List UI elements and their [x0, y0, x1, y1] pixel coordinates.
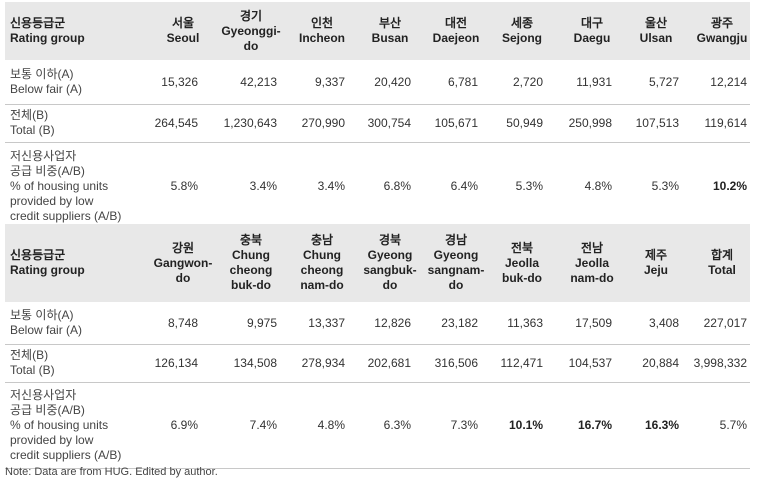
- table-cell: 5.8%: [170, 178, 198, 193]
- header-region: 충남 Chung cheong nam-do: [300, 233, 344, 292]
- table-cell: 264,545: [154, 115, 198, 130]
- header-region: 경기 Gyeonggi- do: [221, 8, 281, 53]
- table-cell: 5,727: [648, 74, 679, 89]
- table-row: 전체(B) Total (B) 126,134 134,508 278,934 202,…: [5, 344, 750, 383]
- table-cell: 6.9%: [170, 417, 198, 432]
- header-region: 전남 Jeolla nam-do: [570, 240, 614, 285]
- table-cell: 105,671: [434, 115, 478, 130]
- table-cell: 16.7%: [577, 417, 612, 432]
- table-cell: 10.1%: [508, 417, 543, 432]
- header-rating-group: 신용등급군 Rating group: [10, 16, 85, 45]
- header-region: 광주 Gwangju: [696, 16, 748, 45]
- header-region: 울산 Ulsan: [639, 16, 673, 45]
- table-row: 저신용사업자 공급 비중(A/B) % of housing units pro…: [5, 382, 750, 469]
- header-region: 세종 Sejong: [501, 16, 542, 45]
- table-note: Note: Data are from HUG. Edited by autho…: [5, 466, 218, 478]
- table-cell: 42,213: [240, 74, 277, 89]
- table-cell: 6.4%: [450, 178, 478, 193]
- table-header-row: 신용등급군 Rating group 강원 Gangwon- do 충북 Chung…: [5, 224, 750, 302]
- table-cell: 6.8%: [383, 178, 411, 193]
- table-cell: 13,337: [308, 315, 345, 330]
- table-cell: 11,931: [576, 74, 612, 89]
- table-cell: 4.8%: [317, 417, 345, 432]
- table-cell: 23,182: [441, 315, 478, 330]
- table-cell: 10.2%: [712, 178, 747, 193]
- table-row: 보통 이하(A) Below fair (A) 15,326 42,213 9,337…: [5, 60, 750, 105]
- table-header-row: 신용등급군 Rating group 서울 Seoul 경기 Gyeonggi- d…: [5, 2, 750, 60]
- table-cell: 16.3%: [644, 417, 679, 432]
- row-label: 전체(B) Total (B): [10, 348, 55, 377]
- table-cell: 12,214: [710, 74, 747, 89]
- header-region: 대구 Daegu: [573, 16, 611, 45]
- table-cell: 2,720: [512, 74, 543, 89]
- table-cell: 8,748: [167, 315, 198, 330]
- header-region: 강원 Gangwon- do: [153, 240, 213, 285]
- header-region: 전북 Jeolla buk-do: [502, 240, 542, 285]
- table-cell: 7.4%: [249, 417, 277, 432]
- table-cell: 250,998: [568, 115, 612, 130]
- table-cell: 20,884: [642, 355, 679, 370]
- table-cell: 104,537: [568, 355, 612, 370]
- row-label: 보통 이하(A) Below fair (A): [10, 308, 83, 337]
- header-region: 서울 Seoul: [166, 16, 200, 45]
- table-cell: 3,408: [648, 315, 679, 330]
- table-cell: 11,363: [507, 315, 543, 330]
- table-cell: 20,420: [374, 74, 411, 89]
- header-region: 대전 Daejeon: [432, 16, 480, 45]
- table-cell: 278,934: [301, 355, 345, 370]
- table-cell: 134,508: [233, 355, 277, 370]
- table-cell: 316,506: [434, 355, 478, 370]
- table-row: 전체(B) Total (B) 264,545 1,230,643 270,990 30…: [5, 104, 750, 143]
- table-cell: 17,509: [575, 315, 612, 330]
- table-cell: 227,017: [703, 315, 747, 330]
- table-cell: 3.4%: [317, 178, 345, 193]
- table-cell: 5.3%: [651, 178, 679, 193]
- table-cell: 6,781: [447, 74, 478, 89]
- row-label: 저신용사업자 공급 비중(A/B) % of housing units pro…: [10, 387, 122, 462]
- table-cell: 3,998,332: [693, 355, 747, 370]
- row-label: 보통 이하(A) Below fair (A): [10, 67, 83, 96]
- table-cell: 7.3%: [450, 417, 478, 432]
- table-row: 보통 이하(A) Below fair (A) 8,748 9,975 13,337 1…: [5, 302, 750, 345]
- table-cell: 300,754: [367, 115, 411, 130]
- table-cell: 202,681: [367, 355, 411, 370]
- table-cell: 4.8%: [584, 178, 612, 193]
- table-cell: 126,134: [154, 355, 198, 370]
- table-row: 저신용사업자 공급 비중(A/B) % of housing units pro…: [5, 142, 750, 231]
- header-region: 합계 Total: [708, 248, 736, 277]
- header-region: 제주 Jeju: [643, 248, 668, 277]
- table-cell: 270,990: [301, 115, 345, 130]
- table-cell: 50,949: [506, 115, 543, 130]
- table-cell: 12,826: [374, 315, 411, 330]
- table-cell: 107,513: [635, 115, 679, 130]
- table-cell: 119,614: [704, 115, 748, 130]
- header-region: 부산 Busan: [371, 16, 409, 45]
- table-cell: 9,975: [246, 315, 277, 330]
- row-label: 저신용사업자 공급 비중(A/B) % of housing units pro…: [10, 148, 122, 223]
- row-label: 전체(B) Total (B): [10, 108, 55, 137]
- table-cell: 112,471: [500, 355, 544, 370]
- table-cell: 3.4%: [249, 178, 277, 193]
- table-cell: 9,337: [314, 74, 345, 89]
- table-cell: 5.7%: [719, 417, 747, 432]
- header-region: 충북 Chung cheong buk-do: [229, 233, 273, 292]
- table-cell: 15,326: [161, 74, 198, 89]
- header-rating-group: 신용등급군 Rating group: [10, 248, 85, 277]
- header-region: 경남 Gyeong sangnam- do: [427, 233, 485, 292]
- table-cell: 6.3%: [383, 417, 411, 432]
- header-region: 경북 Gyeong sangbuk- do: [363, 233, 417, 292]
- table-cell: 1,230,643: [223, 115, 277, 130]
- header-region: 인천 Incheon: [298, 16, 345, 45]
- table-cell: 5.3%: [515, 178, 543, 193]
